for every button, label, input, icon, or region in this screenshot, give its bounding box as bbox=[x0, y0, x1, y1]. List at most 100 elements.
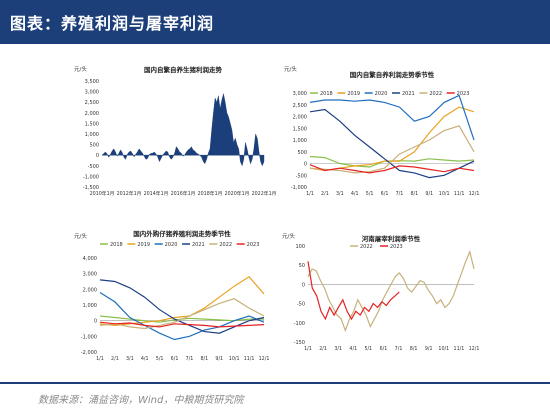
source-note: 数据来源：涌益咨询，Wind，中粮期货研究院 bbox=[38, 395, 244, 406]
y-tick-label: 0 bbox=[96, 153, 99, 159]
footer-rule bbox=[0, 382, 550, 384]
header-bar: 图表：养殖利润与屠宰利润 bbox=[0, 0, 550, 44]
legend-label-2022: 2022 bbox=[360, 244, 373, 250]
y-tick-label: -1,000 bbox=[291, 185, 307, 191]
x-tick-label: 2012年1月 bbox=[117, 190, 142, 197]
x-tick-label: 4/1 bbox=[141, 356, 149, 362]
y-tick-label: 2,500 bbox=[85, 100, 99, 106]
series-line-2020 bbox=[99, 291, 265, 341]
x-tick-label: 2014年1月 bbox=[144, 190, 169, 197]
y-tick-label: -1,500 bbox=[83, 185, 99, 191]
x-tick-label: 2/1 bbox=[321, 191, 329, 197]
x-tick-label: 11/1 bbox=[244, 356, 255, 362]
y-tick-label: 1,000 bbox=[85, 132, 99, 138]
legend-label-2021: 2021 bbox=[402, 91, 415, 97]
x-tick-label: 5/1 bbox=[156, 356, 164, 362]
legend-label-2018: 2018 bbox=[320, 91, 333, 97]
x-tick-label: 7/1 bbox=[186, 356, 194, 362]
y-tick-label: -1,000 bbox=[81, 334, 97, 340]
x-tick-label: 6/1 bbox=[171, 356, 179, 362]
x-tick-label: 11/1 bbox=[454, 191, 465, 197]
series-line-2021 bbox=[309, 108, 475, 179]
y-tick-label: 3,000 bbox=[83, 272, 97, 278]
y-tick-label: -500 bbox=[296, 173, 307, 179]
y-tick-label: 2,000 bbox=[83, 287, 97, 293]
x-tick-label: 8/1 bbox=[410, 346, 418, 352]
y-tick-label: 0 bbox=[94, 319, 97, 325]
legend-label-2020: 2020 bbox=[375, 91, 388, 97]
x-tick-label: 1/1 bbox=[96, 356, 104, 362]
y-tick-label: 2,000 bbox=[85, 111, 99, 117]
x-tick-label: 12/1 bbox=[469, 346, 480, 352]
y-tick-label: 500 bbox=[89, 143, 99, 149]
page-title: 图表：养殖利润与屠宰利润 bbox=[10, 14, 215, 33]
y-tick-label: -150 bbox=[294, 340, 305, 346]
y-tick-label: 0 bbox=[304, 162, 307, 168]
x-tick-label: 4/1 bbox=[349, 346, 357, 352]
chart-title: 国内外购仔猪养殖利润走势季节性 bbox=[133, 229, 231, 238]
x-tick-label: 9/1 bbox=[425, 346, 433, 352]
x-tick-label: 2018年1月 bbox=[198, 190, 223, 197]
x-tick-label: 8/1 bbox=[200, 356, 208, 362]
series-line-2023 bbox=[309, 164, 475, 174]
x-tick-label: 1/1 bbox=[306, 191, 314, 197]
y-tick-label: 100 bbox=[295, 244, 305, 250]
legend-label-2019: 2019 bbox=[137, 242, 150, 248]
y-tick-label: 3,500 bbox=[85, 79, 99, 85]
x-tick-label: 12/1 bbox=[469, 191, 480, 197]
y-axis-unit: 元/头 bbox=[282, 232, 295, 240]
legend-label-2018: 2018 bbox=[110, 242, 123, 248]
x-tick-label: 12/1 bbox=[259, 356, 270, 362]
y-tick-label: -1,000 bbox=[83, 174, 99, 180]
x-tick-label: 2022年1月 bbox=[252, 190, 277, 197]
x-tick-label: 10/1 bbox=[439, 191, 450, 197]
x-tick-label: 2/1 bbox=[111, 356, 119, 362]
x-tick-label: 2010年1月 bbox=[90, 190, 115, 197]
x-tick-label: 3/1 bbox=[126, 356, 134, 362]
y-tick-label: 1,000 bbox=[293, 138, 307, 144]
series-line-2023 bbox=[99, 321, 265, 328]
x-tick-label: 2/1 bbox=[319, 346, 327, 352]
x-tick-label: 5/1 bbox=[364, 346, 372, 352]
y-tick-label: 1,500 bbox=[293, 126, 307, 132]
y-tick-label: 3,000 bbox=[293, 91, 307, 97]
y-tick-label: 2,500 bbox=[293, 103, 307, 109]
y-axis-unit: 元/头 bbox=[74, 65, 87, 73]
y-tick-label: -100 bbox=[294, 321, 305, 327]
chart-title: 河南屠宰利润季节性 bbox=[362, 234, 421, 243]
y-tick-label: 50 bbox=[299, 263, 305, 269]
x-tick-label: 7/1 bbox=[395, 346, 403, 352]
series-line-2022 bbox=[309, 125, 475, 174]
series-line-2020 bbox=[309, 94, 475, 141]
chart-title: 国内自繁自养生猪利润走势 bbox=[144, 65, 223, 74]
x-tick-label: 10/1 bbox=[229, 356, 240, 362]
x-tick-label: 6/1 bbox=[381, 191, 389, 197]
x-tick-label: 6/1 bbox=[380, 346, 388, 352]
y-tick-label: 4,000 bbox=[83, 256, 97, 262]
x-tick-label: 3/1 bbox=[336, 191, 344, 197]
x-tick-label: 4/1 bbox=[351, 191, 359, 197]
y-axis-unit: 元/头 bbox=[74, 232, 87, 240]
x-tick-label: 3/1 bbox=[334, 346, 342, 352]
chart-self-breeding-seasonal: 国内自繁自养利润走势季节性 元/头 3,000 2,500 2,000 1,500 1,00… bbox=[284, 65, 480, 197]
legend-label-2022: 2022 bbox=[429, 91, 442, 97]
y-tick-label: -50 bbox=[297, 302, 305, 308]
y-tick-label: 2,000 bbox=[293, 115, 307, 121]
y-axis-unit: 元/头 bbox=[284, 65, 297, 73]
chart-title: 国内自繁自养利润走势季节性 bbox=[350, 70, 435, 79]
legend-label-2022: 2022 bbox=[219, 242, 232, 248]
y-tick-label: -2,000 bbox=[81, 350, 97, 356]
legend-label-2023: 2023 bbox=[390, 244, 403, 250]
y-tick-label: 1,000 bbox=[83, 303, 97, 309]
x-tick-label: 8/1 bbox=[410, 191, 418, 197]
series-line-2022 bbox=[99, 298, 265, 330]
legend-label-2023: 2023 bbox=[457, 91, 470, 97]
series-line-2021 bbox=[99, 279, 265, 334]
profit-area bbox=[101, 93, 265, 167]
y-tick-label: -500 bbox=[88, 164, 99, 170]
series-line-2023 bbox=[307, 261, 400, 321]
y-tick-label: 500 bbox=[297, 150, 307, 156]
x-tick-label: 1/1 bbox=[304, 346, 312, 352]
chart-piglet-seasonal: 国内外购仔猪养殖利润走势季节性 元/头 4,000 3,000 2,000 1,000 0 -… bbox=[74, 229, 270, 362]
